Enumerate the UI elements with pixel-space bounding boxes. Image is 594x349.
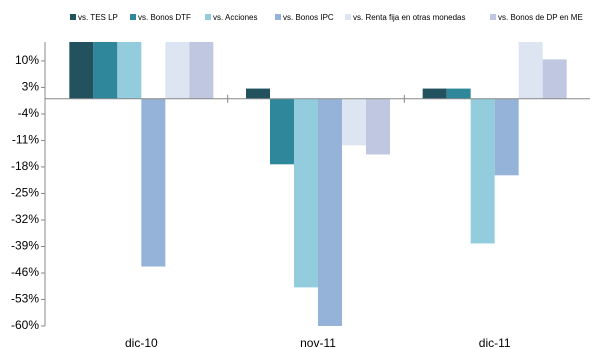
y-tick-label: -18% (11, 159, 39, 173)
legend-label: vs. Renta fija en otras monedas (353, 13, 466, 22)
bar (294, 98, 318, 288)
bar (366, 98, 390, 155)
y-tick-label: -53% (11, 292, 39, 306)
bar (318, 98, 342, 326)
legend-swatch (205, 14, 211, 20)
y-tick-label: -60% (11, 318, 39, 332)
y-tick-label: -11% (12, 133, 39, 147)
legend-swatch (70, 14, 76, 20)
bar (69, 42, 94, 99)
y-tick-label: 3% (22, 80, 40, 94)
bar (117, 42, 142, 99)
legend-label: vs. Acciones (213, 13, 257, 22)
legend-label: vs. TES LP (78, 13, 118, 22)
bar (494, 98, 519, 176)
legend-swatch (130, 14, 136, 20)
legend-label: vs. Bonos DTF (138, 13, 191, 22)
x-tick-label: nov-11 (300, 336, 336, 349)
plot-area (69, 42, 567, 326)
y-tick-label: -25% (11, 186, 39, 200)
bar (470, 98, 495, 244)
bar (93, 42, 118, 99)
legend-label: vs. Bonos de DP en ME (498, 13, 583, 22)
legend-swatch (345, 14, 351, 20)
x-tick-label: dic-11 (479, 336, 511, 349)
bar (446, 88, 471, 99)
bar (165, 42, 190, 99)
bar (270, 98, 294, 165)
bar (189, 42, 214, 99)
x-tick-label: dic-10 (125, 336, 158, 349)
bar (141, 98, 166, 267)
bar (342, 98, 366, 146)
y-tick-label: 10% (15, 53, 39, 67)
y-tick-label: -32% (11, 212, 39, 226)
legend-swatch (490, 14, 496, 20)
legend-swatch (275, 14, 281, 20)
bar (422, 88, 447, 99)
bar (518, 42, 543, 99)
y-tick-label: -46% (11, 265, 39, 279)
y-tick-label: -4% (18, 106, 40, 120)
bar (246, 88, 270, 99)
y-tick-label: -39% (11, 239, 39, 253)
legend-label: vs. Bonos IPC (283, 13, 334, 22)
bar (542, 59, 567, 99)
